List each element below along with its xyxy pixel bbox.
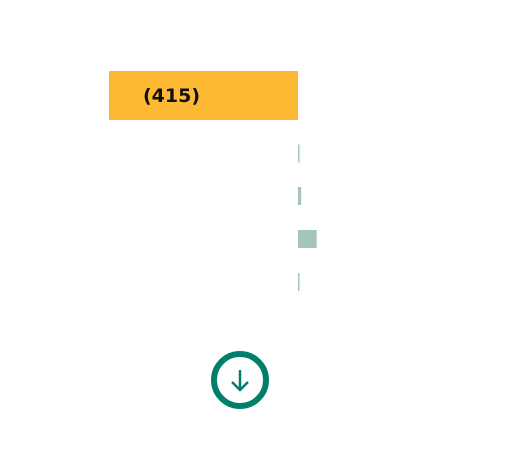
- value-label: (415): [143, 85, 200, 107]
- bar: [298, 187, 302, 205]
- bar: [109, 71, 298, 120]
- bar: [298, 144, 300, 163]
- bar: [298, 273, 300, 291]
- download-button[interactable]: [211, 351, 269, 409]
- download-circle[interactable]: [211, 351, 269, 409]
- bar: [298, 230, 317, 248]
- download-arrow-head[interactable]: [231, 381, 249, 392]
